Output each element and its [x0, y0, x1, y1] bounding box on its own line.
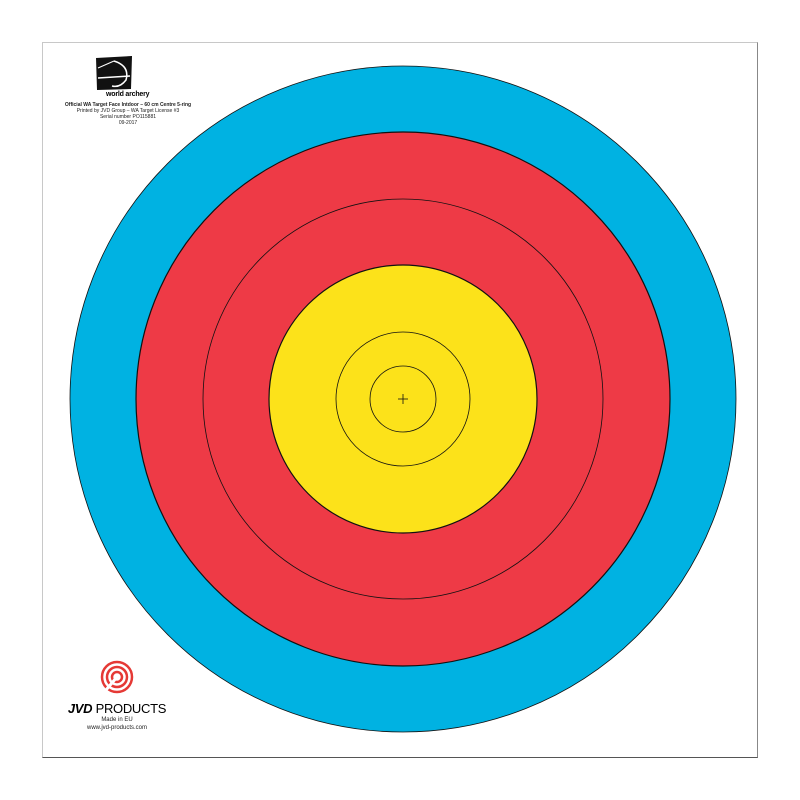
jvd-brand-rest: PRODUCTS [92, 701, 167, 716]
printed-by: Printed by JVD Group – WA Target License… [76, 108, 180, 114]
world-archery-name: world archery [106, 91, 150, 98]
ring-yellow-10 [369, 365, 437, 433]
ring-red-inner [202, 198, 604, 600]
world-archery-label: world archery Official WA Target Face In… [48, 56, 208, 126]
ring-yellow-9 [335, 331, 471, 467]
jvd-logo-icon [100, 660, 134, 694]
jvd-products-label: JVD PRODUCTS Made in EU www.jvd-products… [62, 660, 172, 732]
made-in: Made in EU [101, 717, 133, 723]
serial-number: Serial number PO115881 [99, 114, 157, 120]
world-archery-logo-icon [96, 56, 132, 90]
center-cross-icon [398, 394, 408, 404]
website: www.jvd-products.com [86, 725, 148, 731]
print-date: 09-2017 [118, 120, 138, 126]
jvd-brand-bold: JVD [67, 701, 93, 716]
jvd-brand: JVD PRODUCTS [62, 701, 172, 716]
target-title: Official WA Target Face Intdoor – 60 cm … [64, 102, 192, 108]
